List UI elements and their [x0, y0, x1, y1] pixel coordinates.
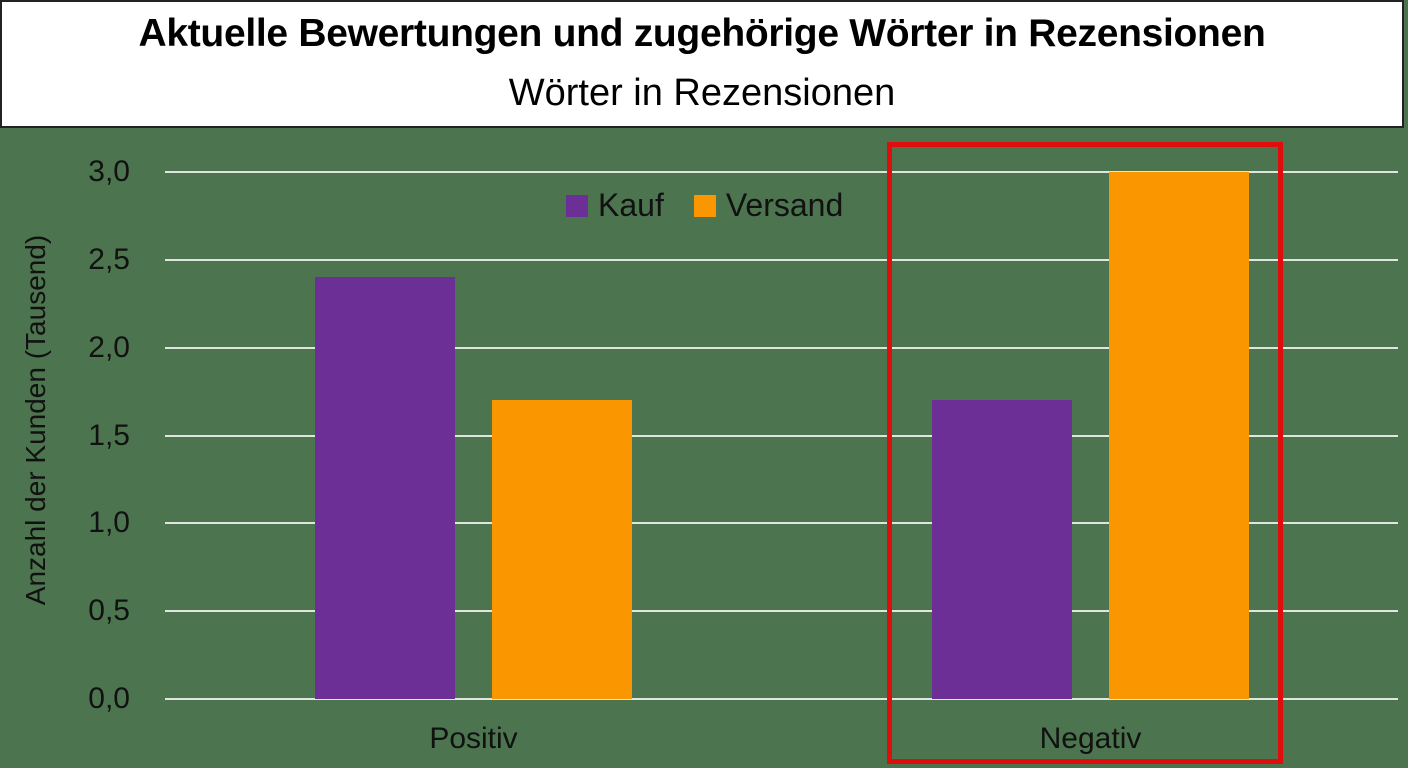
y-tick-label: 2,5: [88, 242, 130, 276]
y-tick-label: 1,0: [88, 506, 130, 540]
legend-label: Kauf: [598, 187, 664, 223]
title-box: Aktuelle Bewertungen und zugehörige Wört…: [0, 0, 1404, 128]
bar-negativ-kauf: [932, 400, 1072, 699]
y-tick-label: 0,0: [88, 682, 130, 715]
legend-label: Versand: [725, 187, 844, 223]
legend-item-kauf: Kauf: [566, 187, 664, 224]
y-tick-label: 0,5: [88, 594, 130, 628]
negativ-highlight-box: [887, 142, 1283, 764]
legend-swatch: [566, 194, 588, 217]
y-tick-label: 1,5: [88, 418, 130, 452]
x-tick-label: Positiv: [429, 722, 518, 755]
y-tick-label: 3,0: [88, 155, 130, 188]
bar-positiv-versand: [492, 400, 632, 699]
gridline: [165, 346, 1398, 349]
legend: Kauf Versand: [566, 187, 873, 224]
legend-swatch: [693, 194, 716, 217]
gridline: [165, 434, 1398, 437]
y-tick-label: 2,0: [88, 330, 130, 364]
x-tick-label: Negativ: [1039, 722, 1142, 755]
y-axis-label: Anzahl der Kunden (Tausend): [20, 234, 51, 606]
gridline: [165, 171, 1398, 173]
gridline: [165, 698, 1398, 700]
legend-item-versand: Versand: [693, 187, 844, 224]
gridline: [165, 522, 1398, 525]
bar-negativ-versand: [1109, 172, 1249, 699]
chart-subtitle: Wörter in Rezensionen: [508, 72, 896, 114]
gridline: [165, 258, 1398, 261]
bar-positiv-kauf: [315, 277, 455, 699]
chart-title: Aktuelle Bewertungen und zugehörige Wört…: [138, 12, 1266, 55]
gridline: [165, 610, 1398, 613]
